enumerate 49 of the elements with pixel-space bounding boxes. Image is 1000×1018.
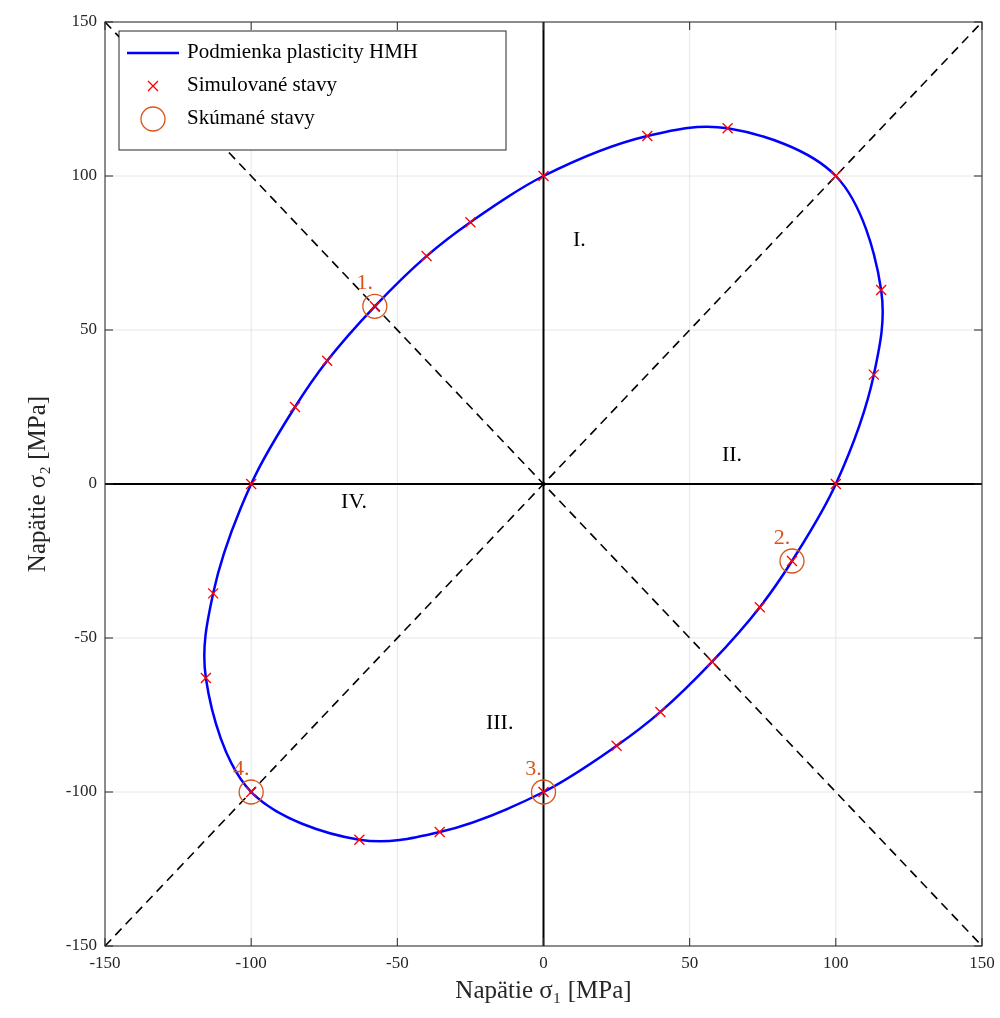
point [537, 170, 550, 182]
y-tick-label: 150 [71, 10, 97, 30]
annotation: I. [573, 226, 586, 252]
point [868, 369, 880, 381]
y-tick-label: 50 [80, 318, 97, 338]
point [779, 548, 805, 574]
y-tick-label: 100 [71, 164, 97, 184]
point [722, 122, 734, 134]
point [610, 740, 623, 752]
point [830, 478, 842, 490]
point [207, 587, 219, 599]
point [875, 284, 887, 296]
y-tick-label: -50 [74, 626, 97, 646]
annotation: III. [485, 709, 514, 735]
x-axis-title: Napätie σ₁ [MPa] [455, 976, 632, 1003]
point [420, 250, 433, 262]
point [434, 826, 446, 838]
point [353, 834, 365, 846]
point [830, 170, 842, 182]
x-tick-label: -50 [386, 953, 409, 972]
x-tick-label: 150 [969, 953, 995, 972]
point [289, 401, 301, 413]
point [321, 355, 333, 367]
annotation: 1. [356, 269, 374, 295]
x-tick-label: -100 [235, 953, 267, 972]
point [754, 601, 766, 613]
annotation: 3. [525, 755, 542, 780]
legend-label: Podmienka plasticity HMH [187, 38, 418, 63]
point [464, 216, 477, 228]
point [641, 130, 653, 142]
annotation: II. [721, 441, 743, 467]
y-tick-label: -100 [65, 780, 97, 800]
annotation: IV. [341, 487, 368, 513]
legend-label: Simulované stavy [187, 71, 338, 96]
point [362, 293, 388, 319]
x-tick-label: 0 [539, 953, 548, 972]
point [706, 656, 718, 668]
point [200, 672, 212, 684]
point [245, 478, 257, 490]
point [654, 706, 667, 718]
annotation: 2. [773, 524, 791, 549]
legend-label: Skúmané stavy [187, 104, 316, 129]
x-tick-label: 50 [681, 953, 699, 972]
point [530, 779, 557, 805]
x-tick-label: 100 [823, 953, 849, 972]
y-tick-label: 0 [88, 472, 97, 492]
y-tick-label: -150 [65, 934, 97, 954]
point [238, 779, 264, 805]
y-axis-title: Napätie σ₂ [MPa] [23, 395, 50, 573]
